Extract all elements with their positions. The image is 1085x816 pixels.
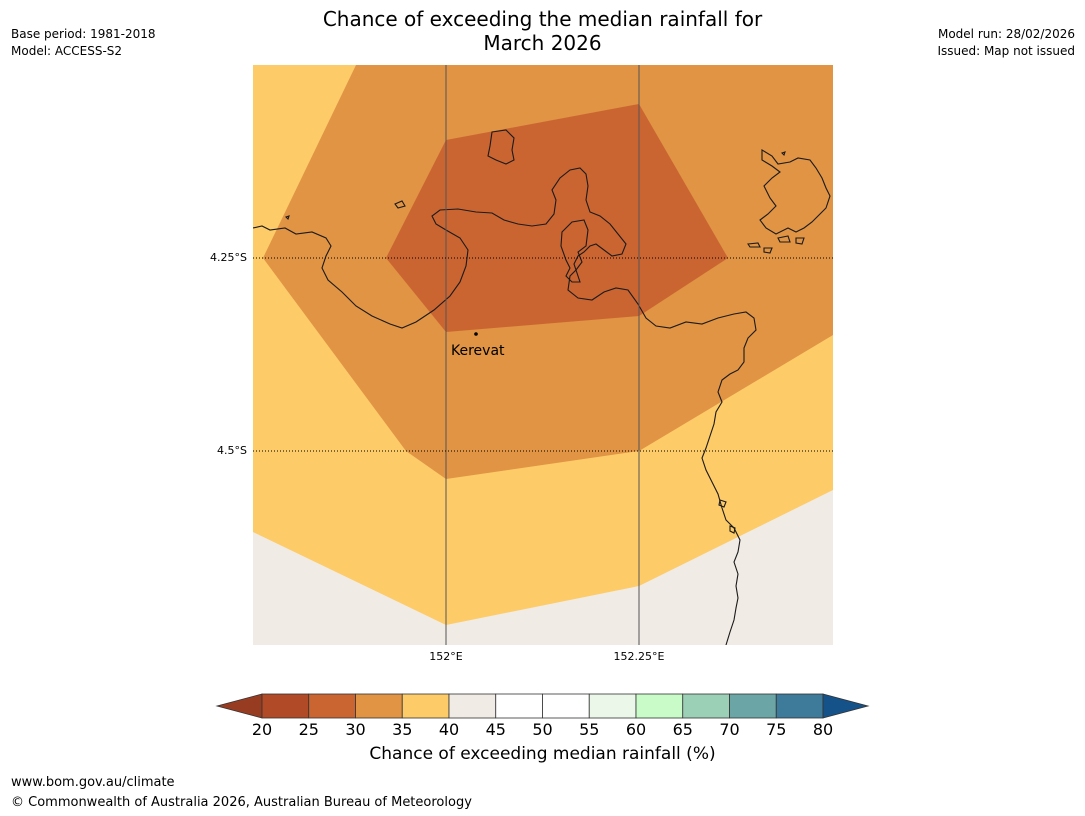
lon-label-152-25e: 152.25°E xyxy=(613,650,665,663)
colorbar-segment xyxy=(355,693,403,719)
colorbar-tick-label: 35 xyxy=(392,720,413,739)
model-run-text: Model run: 28/02/2026 xyxy=(937,27,1075,41)
colorbar-segment xyxy=(635,693,684,719)
colorbar-tick-label: 70 xyxy=(719,720,740,739)
colorbar-segment xyxy=(682,693,730,719)
lat-label-4-25s: 4.25°S xyxy=(210,251,247,264)
colorbar-tick-label: 50 xyxy=(532,720,553,739)
colorbar-tick-label: 80 xyxy=(812,720,834,739)
coastline-islet-9 xyxy=(729,525,736,534)
map-fill-layers xyxy=(253,65,833,645)
coastline-main xyxy=(253,167,757,645)
colorbar-label: Chance of exceeding median rainfall (%) xyxy=(369,744,716,764)
colorbar-segment xyxy=(401,693,450,719)
colorbar-tick-label: 30 xyxy=(345,720,366,739)
base-period-text: Base period: 1981-2018 xyxy=(11,27,156,41)
lon-label-152e: 152°E xyxy=(429,650,463,663)
colorbar-tick-label: 65 xyxy=(672,720,693,739)
colorbar-segment xyxy=(729,693,777,719)
coastline-island-north xyxy=(487,129,515,165)
rainfall-map: Kerevat xyxy=(253,65,833,645)
colorbar-segment xyxy=(542,693,590,719)
meta-right: Model run: 28/02/2026 Issued: Map not is… xyxy=(937,26,1075,60)
colorbar-segment xyxy=(308,693,356,719)
footer-copyright: © Commonwealth of Australia 2026, Austra… xyxy=(11,795,472,810)
model-text: Model: ACCESS-S2 xyxy=(11,44,123,58)
colorbar-tick-label: 20 xyxy=(251,720,273,739)
colorbar-segment xyxy=(261,693,310,719)
coastline-islet-8 xyxy=(718,499,727,508)
colorbar-tick-label: 60 xyxy=(625,720,647,739)
coastline-east-land xyxy=(759,149,831,235)
colorbar-segments xyxy=(261,693,824,719)
kerevat-label: Kerevat xyxy=(451,343,505,359)
colorbar xyxy=(215,693,870,719)
coastline-islet-5 xyxy=(777,235,791,243)
colorbar-segment xyxy=(588,693,637,719)
coastline-islet-3 xyxy=(747,242,761,248)
colorbar-under-arrow xyxy=(215,693,263,719)
map-title: Chance of exceeding the median rainfall … xyxy=(0,7,1085,55)
colorbar-tick-label: 55 xyxy=(579,720,600,739)
colorbar-over-arrow xyxy=(822,693,870,719)
map-title-line-1: Chance of exceeding the median rainfall … xyxy=(322,7,763,31)
graticule xyxy=(253,65,833,645)
zone-25-30 xyxy=(386,104,728,332)
coastline-islet-2 xyxy=(284,215,290,221)
colorbar-tick-label: 40 xyxy=(438,720,460,739)
issued-text: Issued: Map not issued xyxy=(937,44,1075,58)
coastline-islet-1 xyxy=(394,200,406,209)
meta-left: Base period: 1981-2018 Model: ACCESS-S2 xyxy=(11,26,156,60)
coastline-islet-4 xyxy=(763,247,773,254)
colorbar-tick-label: 45 xyxy=(485,720,506,739)
kerevat-marker xyxy=(474,332,478,336)
footer-url: www.bom.gov.au/climate xyxy=(11,775,175,790)
colorbar-tick-label: 75 xyxy=(766,720,787,739)
colorbar-segment xyxy=(495,693,543,719)
map-title-line-2: March 2026 xyxy=(483,31,602,55)
coastline-islet-6 xyxy=(795,237,805,245)
coastline-islet-7 xyxy=(780,151,786,157)
coastlines xyxy=(253,129,831,645)
colorbar-segment xyxy=(775,693,824,719)
colorbar-tick-label: 25 xyxy=(298,720,319,739)
lat-label-4-5s: 4.5°S xyxy=(217,444,247,457)
colorbar-segment xyxy=(448,693,497,719)
